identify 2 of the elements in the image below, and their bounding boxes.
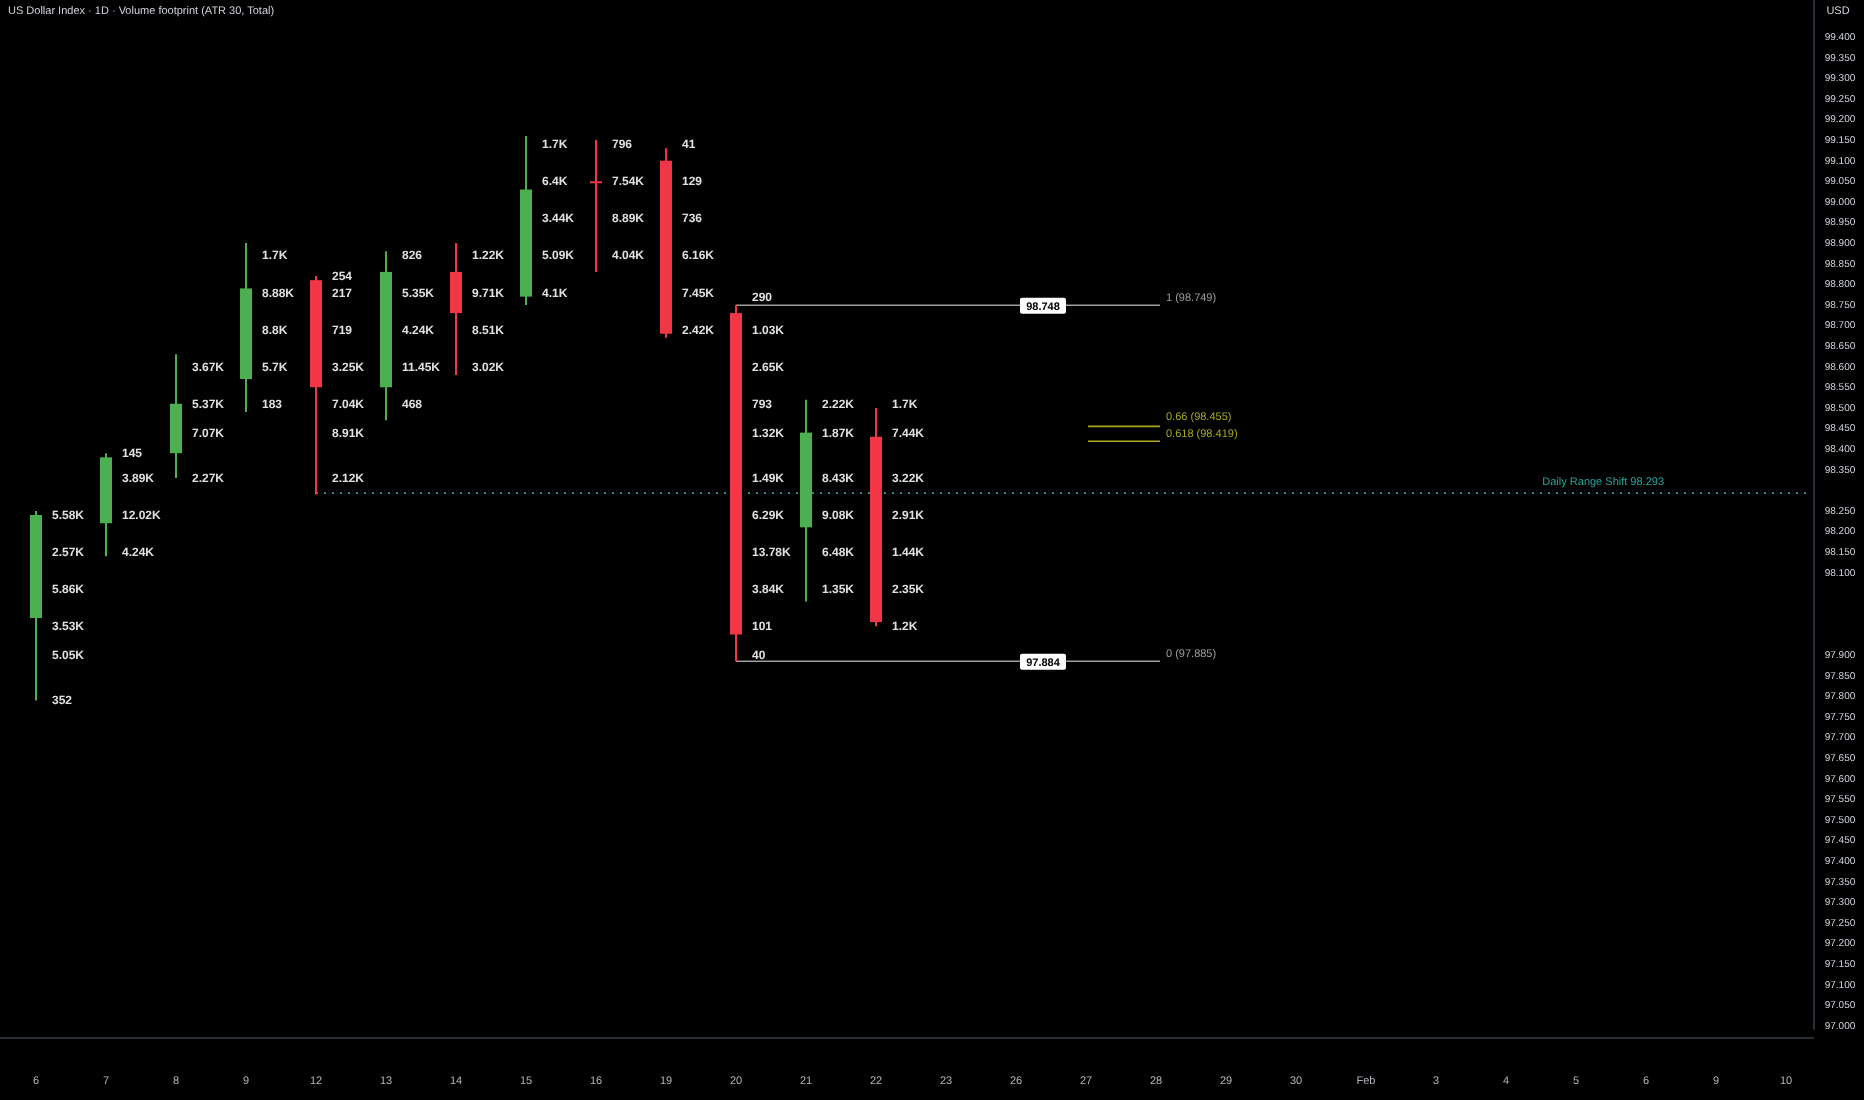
candlestick — [450, 242, 462, 376]
candlestick — [590, 139, 602, 273]
